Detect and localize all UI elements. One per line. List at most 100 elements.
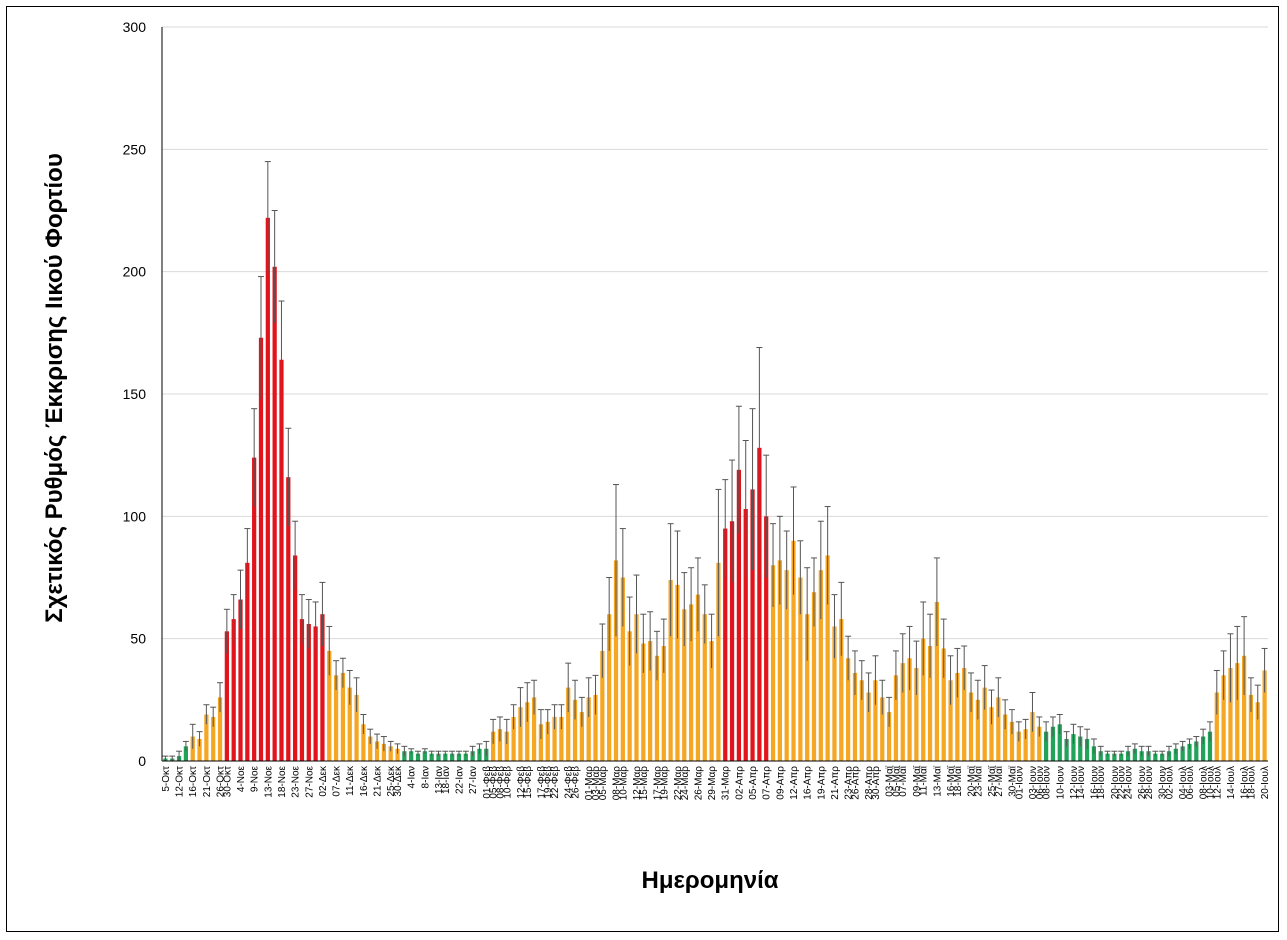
bar — [347, 687, 352, 761]
y-tick-label: 100 — [123, 508, 147, 524]
x-tick-label: 16-Δεκ — [359, 765, 370, 797]
bar — [388, 746, 393, 761]
bar — [1016, 731, 1021, 761]
bar — [1003, 714, 1008, 761]
y-tick-label: 250 — [123, 141, 147, 157]
x-tick-label: 26-Μαρ — [693, 766, 704, 801]
bar — [914, 668, 919, 761]
bar — [1119, 753, 1124, 761]
x-tick-label: 4-Νοε — [236, 765, 247, 792]
bar — [832, 626, 837, 761]
bar — [354, 694, 359, 761]
x-tick-label: 08-Φεβ — [495, 766, 506, 799]
bar — [299, 619, 305, 761]
x-tick-label: 20-Ιουν — [1110, 766, 1121, 799]
x-tick-label: 19-Απρ — [816, 766, 827, 800]
bar — [1084, 738, 1090, 761]
x-tick-label: 02-Ιουλ — [1165, 766, 1176, 799]
bar — [641, 643, 646, 761]
bar — [600, 650, 605, 761]
bar — [1112, 753, 1117, 761]
x-tick-label: 26-Οκτ — [216, 766, 227, 797]
bar — [688, 604, 694, 761]
x-tick-label: 30-Δεκ — [393, 765, 404, 797]
x-tick-label: 18-Μαϊ — [953, 765, 964, 797]
x-tick-label: 28-Απρ — [864, 766, 875, 800]
bar — [818, 570, 823, 761]
axes — [161, 27, 1268, 762]
x-tick-label: 06-Ιουλ — [1185, 766, 1196, 799]
x-tick-label: 03-Μαρ — [591, 766, 602, 801]
bar — [258, 337, 264, 761]
bar — [654, 655, 660, 761]
bar — [1194, 741, 1199, 761]
x-tick-label: 06-Ιουν — [1035, 766, 1046, 799]
x-tick-label: 20-Μαϊ — [967, 765, 978, 797]
bar — [1255, 702, 1260, 761]
x-tick-label: 30-Οκτ — [222, 766, 233, 797]
y-tick-labels: 0 50 100 150 200 250 300 — [123, 19, 147, 769]
bar — [436, 753, 441, 761]
x-tick-label: 16-Μαϊ — [946, 765, 957, 797]
x-tick-label: 05-Μαϊ — [891, 765, 902, 797]
bar — [634, 614, 639, 761]
x-tick-label: 16-Ιουν — [1089, 766, 1100, 799]
x-tick-label: 02-Δεκ — [318, 765, 329, 797]
bar — [415, 753, 421, 761]
bar — [293, 555, 298, 761]
x-tick-label: 24-Μαρ — [680, 766, 691, 801]
y-tick-label: 0 — [138, 753, 146, 769]
x-tick-label: 24-Φεβ — [564, 766, 575, 799]
bar — [320, 614, 325, 761]
x-tick-label: 15-Φεβ — [523, 766, 534, 799]
bar — [839, 619, 844, 761]
bar — [1201, 736, 1206, 761]
bar — [518, 707, 523, 761]
x-tick-label: 10-Ιουν — [1055, 766, 1066, 799]
x-tick-label: 11-Δεκ — [345, 765, 356, 796]
x-tick-label: 07-Μαϊ — [898, 765, 909, 797]
bar — [941, 648, 946, 761]
x-tick-label: 10-Μαρ — [618, 766, 629, 801]
bar — [798, 577, 803, 761]
x-tick-label: 12-Ιουλ — [1212, 766, 1223, 799]
bar — [422, 751, 427, 761]
bar — [1214, 692, 1219, 761]
x-tick-label: 12-Οκτ — [175, 766, 186, 797]
bar — [661, 646, 666, 761]
bar — [1050, 726, 1056, 761]
bar — [1235, 663, 1240, 761]
bar — [327, 650, 332, 761]
x-tick-label: 16-Οκτ — [188, 766, 199, 797]
x-tick-label: 12-Απρ — [789, 766, 800, 800]
bar — [340, 672, 346, 761]
bar — [552, 716, 557, 761]
bar — [265, 217, 270, 762]
x-tick-label: 17-Μαρ — [652, 766, 663, 801]
bar — [900, 663, 905, 761]
x-tick-label: 28-Ιουν — [1144, 766, 1155, 799]
bar — [252, 457, 257, 761]
x-tick-label: 13-Νοε — [263, 765, 274, 797]
x-tick-label: 23-Μαϊ — [973, 765, 984, 797]
x-tick-label: 01-Μαρ — [584, 766, 595, 801]
x-tick-label: 01-Ιουν — [1014, 766, 1025, 799]
x-tick-label: 13-Μαϊ — [932, 765, 943, 797]
x-tick-label: 08-Ιουλ — [1199, 766, 1210, 799]
bar — [450, 753, 455, 761]
x-tick-label: 21-Απρ — [830, 766, 841, 800]
gridlines — [162, 26, 1268, 640]
x-tick-label: 26-Ιουν — [1137, 766, 1148, 799]
bar — [1057, 724, 1062, 761]
x-tick-label: 13-Ιαν — [434, 766, 445, 794]
bar — [463, 753, 468, 761]
bar — [306, 623, 311, 761]
bar — [927, 646, 933, 761]
x-tick-label: 25-Μαϊ — [987, 765, 998, 797]
bar — [996, 697, 1001, 761]
x-tick-label: 07-Δεκ — [332, 765, 343, 797]
bar — [197, 738, 202, 761]
x-tick-label: 08-Μαρ — [612, 766, 623, 801]
bar — [238, 599, 243, 761]
